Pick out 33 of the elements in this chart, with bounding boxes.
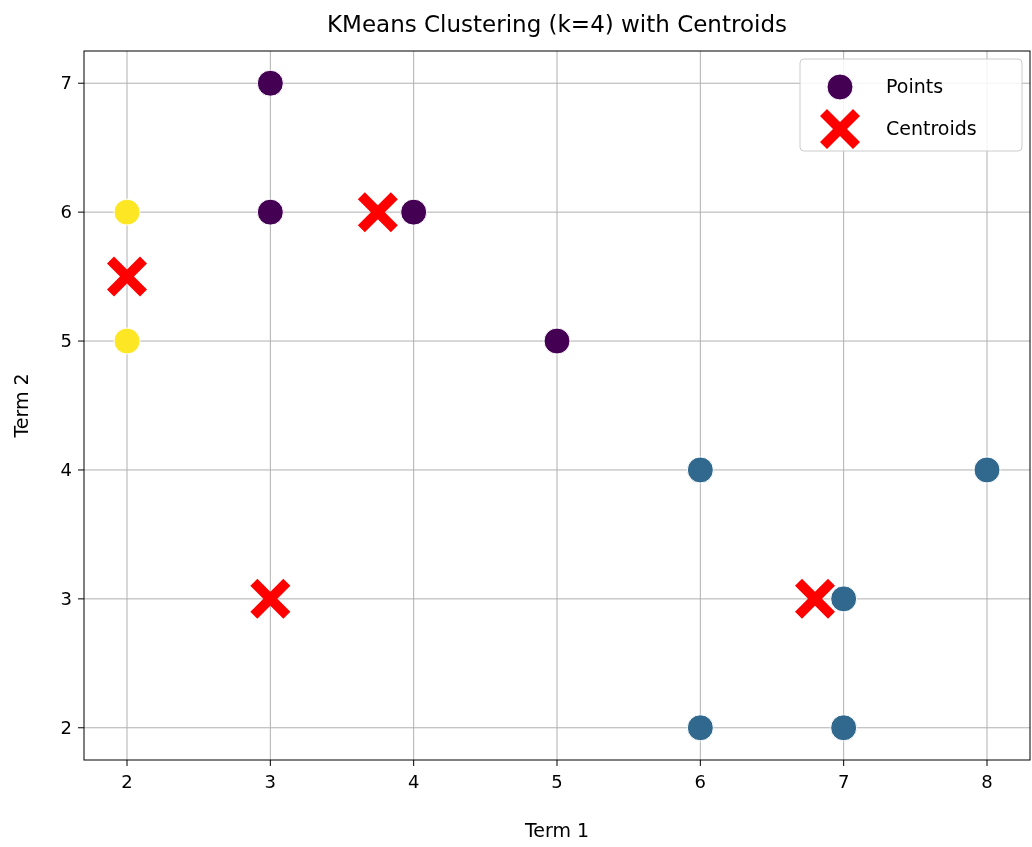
y-tick-label: 7 (60, 72, 72, 94)
point (113, 198, 141, 226)
point (543, 327, 571, 355)
point (256, 69, 284, 97)
point (250, 578, 291, 619)
point (113, 327, 141, 355)
x-axis-title: Term 1 (523, 819, 590, 841)
x-tick-label: 8 (981, 771, 993, 792)
point (830, 585, 858, 613)
y-axis-title: Term 2 (10, 373, 32, 439)
y-tick-label: 5 (60, 330, 72, 352)
point (973, 456, 1001, 484)
x-tick-label: 4 (407, 771, 420, 792)
chart-title: KMeans Clustering (k=4) with Centroids (327, 11, 787, 37)
point (686, 714, 714, 742)
point (400, 198, 428, 226)
y-tick-label: 3 (60, 587, 72, 609)
y-tick-label: 6 (60, 201, 72, 223)
x-tick-label: 5 (551, 771, 563, 792)
point (686, 456, 714, 484)
x-tick-label: 3 (264, 771, 277, 792)
x-tick-label: 2 (121, 771, 133, 792)
legend-label: Centroids (886, 117, 977, 139)
x-tick-label: 6 (694, 771, 707, 792)
legend-label: Points (886, 75, 944, 97)
y-tick-label: 4 (60, 458, 72, 480)
point (256, 198, 284, 226)
x-tick-label: 7 (837, 771, 850, 792)
point (795, 578, 835, 619)
point (357, 192, 398, 233)
point (107, 256, 147, 297)
y-tick-label: 2 (60, 716, 72, 738)
point (830, 714, 858, 742)
